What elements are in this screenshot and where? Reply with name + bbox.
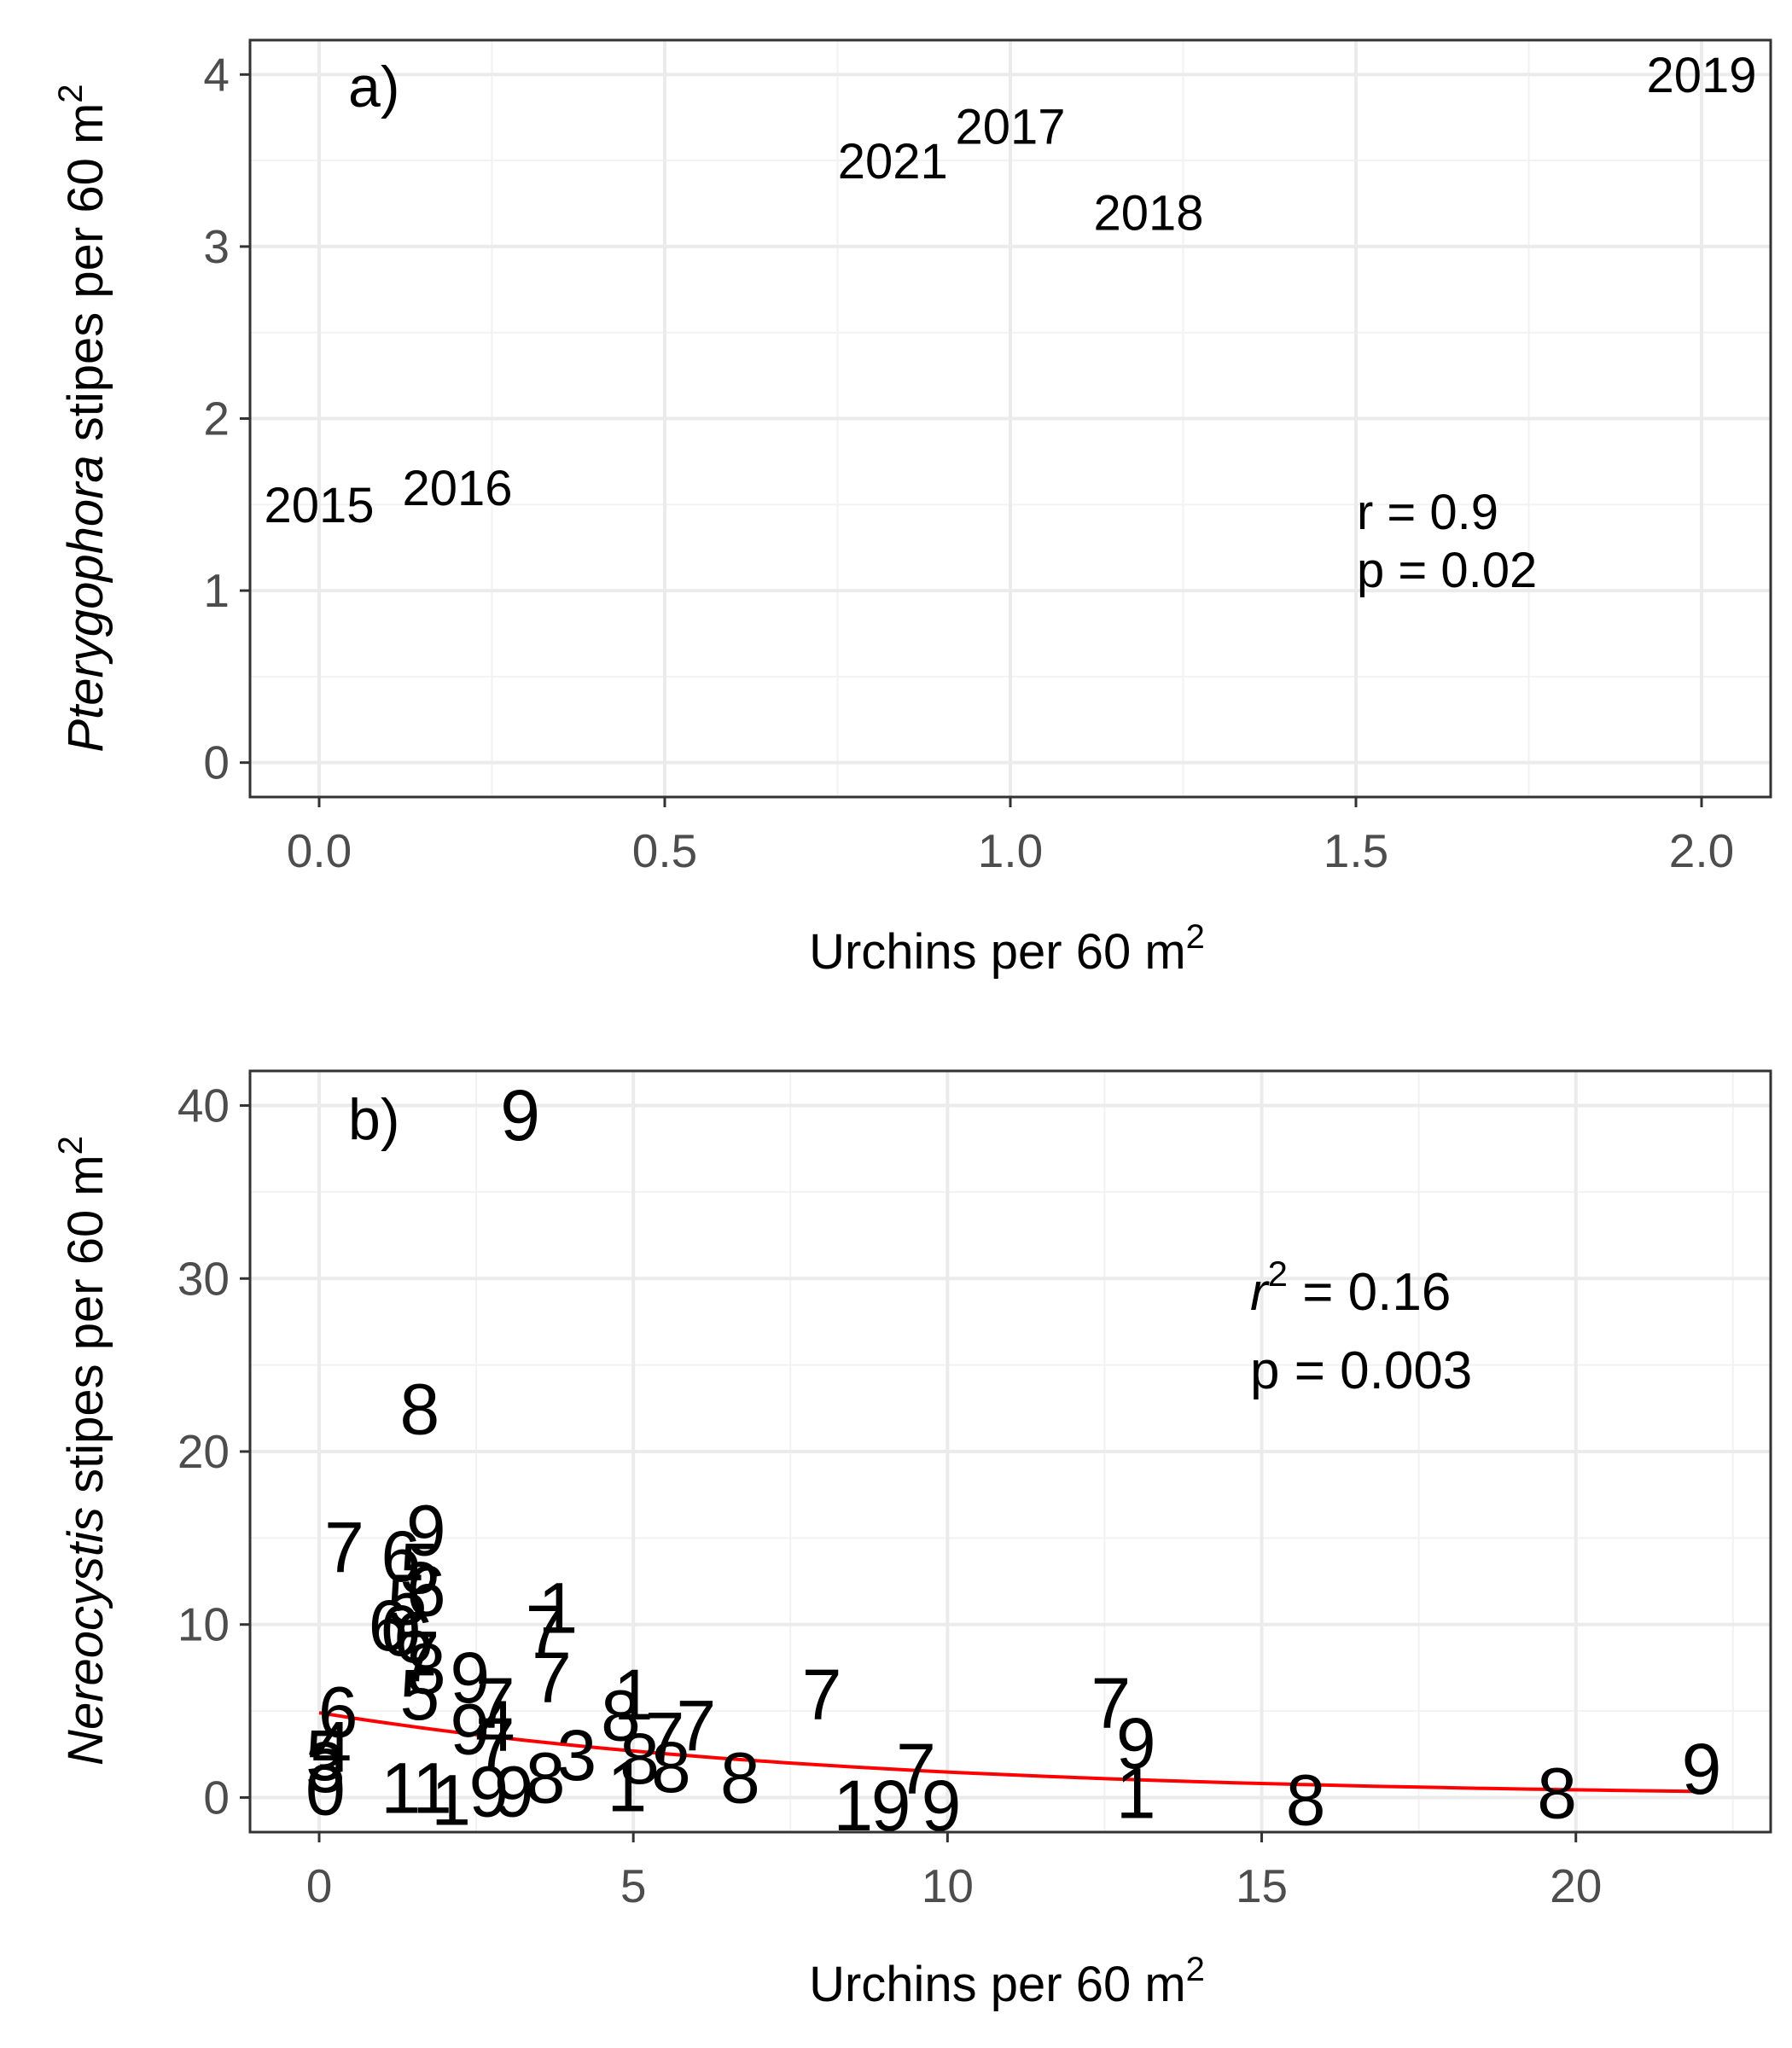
data-point-label: 4 [311, 1707, 352, 1787]
panel-b-x-axis-title: Urchins per 60 m2 [809, 1951, 1205, 2012]
data-point-label: 8 [399, 1370, 439, 1450]
data-point-label: 1 [834, 1766, 874, 1846]
panel-b-label: b) [348, 1087, 399, 1152]
panel-a-label: a) [348, 55, 399, 119]
data-point-label: 9 [494, 1752, 534, 1832]
data-point-label: 2021 [838, 134, 948, 189]
data-point-label: 3 [305, 1727, 346, 1807]
x-tick-label: 10 [922, 1859, 974, 1912]
data-point-label: 8 [651, 1727, 691, 1807]
data-point-label: 0 [305, 1750, 346, 1830]
y-tick-label: 4 [203, 48, 230, 101]
y-tick-label: 0 [203, 736, 230, 789]
data-point-label: 7 [324, 1508, 364, 1588]
panel-b-stat-p: p = 0.003 [1250, 1341, 1472, 1400]
x-tick-label: 1.0 [978, 824, 1043, 877]
x-tick-label: 1.5 [1324, 824, 1388, 877]
data-point-label: 1 [538, 1568, 578, 1649]
data-point-label: 9 [406, 1490, 446, 1570]
panel-b-gridlines [250, 1071, 1771, 1832]
y-tick-label: 30 [177, 1252, 230, 1305]
data-point-label: 5 [399, 1528, 439, 1609]
data-point-label: 9 [1682, 1729, 1722, 1809]
data-point-label: 2017 [955, 100, 1065, 155]
x-tick-label: 0.0 [287, 824, 352, 877]
data-point-label: 7 [1091, 1663, 1131, 1743]
y-tick-label: 0 [203, 1771, 230, 1824]
data-point-label: 7 [645, 1698, 685, 1778]
y-tick-label: 40 [177, 1079, 230, 1132]
data-point-label: 6 [381, 1516, 421, 1597]
data-point-label: 1 [381, 1748, 421, 1829]
data-point-label: 1 [431, 1760, 471, 1841]
data-point-label: 2019 [1646, 48, 1756, 103]
panel-a-points: 2015 2016 2017 2018 2019 2021 [264, 48, 1756, 533]
panel-b-fit-curve [318, 1711, 1702, 1794]
y-tick-label: 3 [203, 220, 230, 273]
data-point-label: 7 [896, 1729, 936, 1809]
data-point-label: 2016 [402, 461, 512, 516]
data-point-label: 7 [475, 1663, 515, 1743]
data-point-label: 4 [475, 1686, 515, 1766]
y-tick-label: 10 [177, 1598, 230, 1651]
y-tick-label: 2 [203, 393, 230, 445]
data-point-label: 8 [601, 1675, 641, 1755]
panel-a-stat-p: p = 0.02 [1357, 543, 1537, 598]
data-point-label: 9 [871, 1766, 911, 1846]
panel-a-gridlines [250, 40, 1771, 797]
data-point-label: 6 [369, 1585, 409, 1666]
x-tick-label: 0.5 [632, 824, 697, 877]
data-point-label: 8 [620, 1719, 660, 1799]
data-point-label: 7 [676, 1686, 716, 1766]
data-point-label: 9 [450, 1690, 490, 1770]
data-point-label: 9 [922, 1766, 962, 1846]
x-tick-label: 0 [306, 1859, 333, 1912]
panel-a-ticks: 0.0 0.5 1.0 1.5 2.0 0 1 2 3 4 [203, 48, 1734, 877]
data-point-label: 0 [381, 1591, 421, 1671]
data-point-label: 6 [393, 1597, 433, 1678]
data-point-label: 2015 [264, 478, 374, 533]
data-point-label: 8 [406, 1629, 446, 1709]
data-point-label: 1 [1116, 1754, 1156, 1834]
x-tick-label: 5 [620, 1859, 647, 1912]
data-point-label: 7 [475, 1703, 515, 1783]
data-point-label: 9 [450, 1638, 490, 1718]
data-point-label: 6 [318, 1672, 358, 1752]
data-point-label: 6 [406, 1551, 446, 1631]
data-point-label: 2018 [1093, 185, 1203, 241]
x-tick-label: 20 [1550, 1859, 1602, 1912]
panel-a-y-axis-title: Pterygophora stipes per 60 m2 [52, 84, 113, 752]
data-point-label: 8 [720, 1737, 760, 1818]
panel-b-y-axis-title: Nereocystis stipes per 60 m2 [52, 1136, 113, 1766]
data-point-label: 1 [614, 1655, 654, 1735]
data-point-label: 8 [1537, 1754, 1577, 1834]
data-point-label: 5 [387, 1560, 428, 1640]
x-tick-label: 2.0 [1669, 824, 1734, 877]
data-point-label: 7 [532, 1638, 572, 1718]
panel-b-stat-r2: r2 = 0.16 [1250, 1254, 1451, 1322]
x-tick-label: 15 [1236, 1859, 1288, 1912]
data-point-label: 8 [526, 1737, 566, 1818]
data-point-label: 5 [305, 1715, 346, 1795]
data-point-label: 5 [399, 1655, 439, 1735]
data-point-label: 8 [1286, 1760, 1326, 1841]
y-tick-label: 20 [177, 1425, 230, 1478]
data-point-label: 1 [607, 1747, 647, 1827]
data-point-label: 1 [412, 1748, 452, 1829]
data-point-label: 7 [399, 1616, 439, 1696]
panel-a-stat-r: r = 0.9 [1357, 485, 1498, 540]
data-point-label: 9 [1116, 1703, 1156, 1783]
y-tick-label: 1 [203, 564, 230, 617]
data-point-label: 7 [802, 1655, 842, 1735]
panel-a: 2015 2016 2017 2018 2019 2021 0.0 0.5 1.0 1.5 2.0… [52, 38, 1772, 980]
data-point-label: 9 [500, 1075, 540, 1155]
data-point-label: 3 [557, 1715, 597, 1795]
data-point-label: 7 [526, 1591, 566, 1671]
panel-a-x-axis-title: Urchins per 60 m2 [809, 918, 1205, 980]
data-point-label: 9 [468, 1752, 509, 1832]
